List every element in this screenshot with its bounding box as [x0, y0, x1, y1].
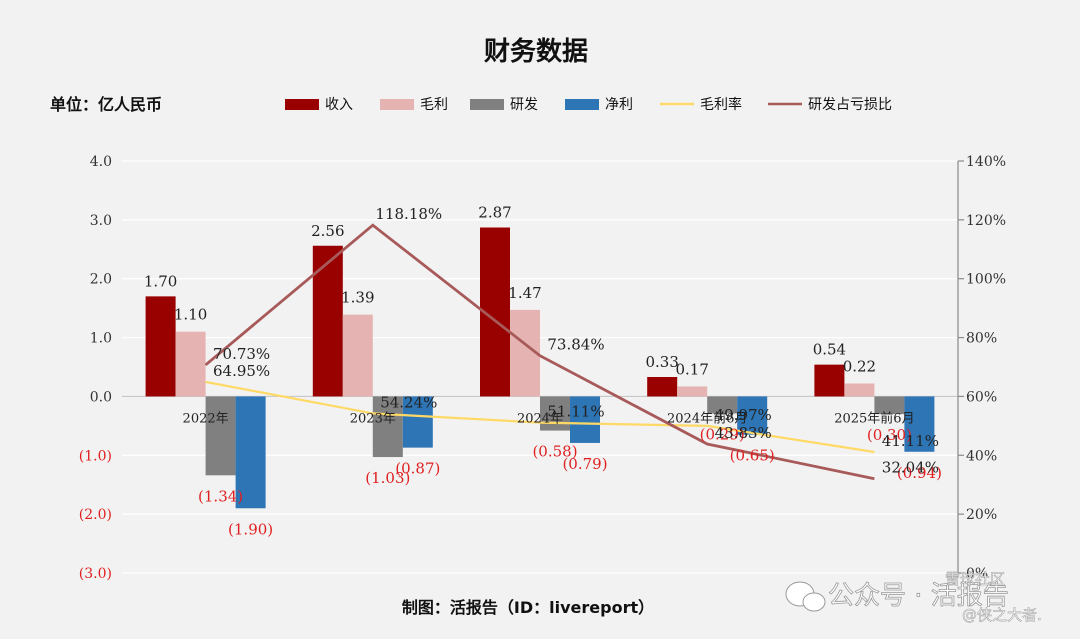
bar-label-gross-profit: 0.22	[843, 357, 876, 375]
y-tick-label: 4.0	[90, 154, 112, 170]
bar-net-profit	[235, 396, 266, 509]
legend-swatch	[470, 99, 504, 110]
x-tick-label: 2025年前6月	[834, 410, 914, 426]
line-label-gross-margin: 51.11%	[547, 403, 604, 421]
watermark: 公众号 · 活报告 雪球社区 @侠之大者.	[785, 570, 1042, 624]
watermark-account: 公众号 · 活报告	[828, 581, 1009, 611]
line-label-rnd-loss-ratio: 118.18%	[375, 205, 442, 223]
unit-label: 单位：亿人民币	[50, 95, 162, 114]
bar-gross-profit	[175, 331, 206, 397]
bar-rnd	[372, 396, 403, 458]
y2-tick-label: 0%	[966, 566, 988, 582]
bar-net-profit	[402, 396, 433, 448]
bar-label-net-profit: (0.87)	[395, 460, 440, 478]
legend-swatch	[380, 99, 414, 110]
y2-tick-label: 120%	[966, 213, 1006, 229]
legend-label: 毛利率	[700, 96, 742, 113]
legend-label: 收入	[325, 97, 353, 113]
bar-revenue	[647, 377, 678, 397]
bar-revenue	[145, 296, 176, 397]
chart-title: 财务数据	[484, 37, 588, 67]
bar-label-gross-profit: 0.17	[675, 360, 708, 378]
y-tick-label: (3.0)	[79, 566, 112, 582]
bar-label-net-profit: (0.94)	[897, 464, 942, 482]
bar-label-net-profit: (0.65)	[730, 447, 775, 465]
bar-label-rnd: (0.29)	[700, 425, 745, 443]
y2-tick-label: 40%	[966, 448, 997, 464]
bar-label-revenue: 0.54	[813, 341, 846, 359]
bar-label-gross-profit: 1.47	[508, 284, 541, 302]
watermark-author: @侠之大者.	[962, 606, 1042, 624]
chart-footer: 制图：活报告（ID：livereport）	[402, 598, 654, 617]
legend-swatch	[285, 99, 319, 110]
watermark-community: 雪球社区	[945, 570, 1005, 588]
x-tick-label: 2024年前6月	[667, 410, 747, 426]
bar-label-revenue: 1.70	[144, 272, 177, 290]
bar-revenue	[814, 364, 845, 397]
bar-net-profit	[904, 396, 935, 452]
bar-label-rnd: (0.58)	[532, 443, 577, 461]
bar-label-revenue: 0.33	[645, 353, 678, 371]
legend: 收入 毛利 研发 净利 毛利率 研发占亏损比	[285, 96, 892, 113]
line-label-gross-margin: 54.24%	[380, 393, 437, 411]
legend-label: 净利	[605, 97, 633, 113]
bar-label-gross-profit: 1.39	[341, 289, 374, 307]
x-tick-label: 2023年	[350, 411, 396, 426]
bar-rnd	[540, 396, 570, 431]
bar-gross-profit	[342, 314, 373, 397]
wechat-icon	[785, 581, 826, 612]
y-tick-label: 0.0	[90, 389, 112, 405]
legend-label: 研发占亏损比	[808, 97, 892, 113]
legend-label: 毛利	[420, 97, 448, 113]
y-tick-label: (1.0)	[79, 448, 112, 464]
bar-net-profit	[570, 396, 600, 443]
y-tick-label: (2.0)	[79, 507, 112, 523]
bar-label-rnd: (0.30)	[867, 426, 912, 444]
bar-rnd	[707, 396, 738, 414]
line-label-gross-margin: 41.11%	[882, 432, 939, 450]
line-label-gross-margin: 49.97%	[715, 406, 772, 424]
line-marks	[204, 223, 875, 481]
line-label-rnd-loss-ratio: 73.84%	[547, 336, 604, 354]
y-tick-label: 3.0	[90, 213, 112, 229]
line-label-rnd-loss-ratio: 43.83%	[715, 424, 772, 442]
bar-gross-profit	[844, 383, 875, 397]
y2-tick-label: 60%	[966, 389, 997, 405]
bar-rnd	[205, 396, 236, 476]
y-tick-label: 1.0	[90, 331, 112, 347]
line-label-rnd-loss-ratio: 70.73%	[213, 345, 270, 363]
y2-tick-label: 80%	[966, 331, 997, 347]
line-label-rnd-loss-ratio: 32.04%	[882, 459, 939, 477]
x-tick-label: 2022年	[183, 411, 229, 426]
bar-label-net-profit: (1.90)	[228, 520, 273, 538]
bar-label-rnd: (1.03)	[365, 469, 410, 487]
bar-rnd	[874, 396, 905, 415]
bar-net-profit	[737, 396, 768, 435]
y2-tick-label: 20%	[966, 507, 997, 523]
bar-label-revenue: 2.87	[478, 204, 511, 222]
line-gross-margin	[205, 380, 875, 454]
line-rnd-loss-ratio	[204, 223, 875, 481]
bar-revenue	[312, 245, 343, 397]
legend-swatch	[565, 99, 599, 110]
x-tick-label: 2024年	[517, 411, 563, 426]
bar-gross-profit	[677, 386, 708, 397]
bar-label-revenue: 2.56	[311, 222, 344, 240]
legend-label: 研发	[510, 97, 538, 113]
bar-label-gross-profit: 1.10	[174, 306, 207, 324]
y-tick-label: 2.0	[90, 272, 112, 288]
y2-tick-label: 140%	[966, 154, 1006, 170]
y2-tick-label: 100%	[966, 272, 1006, 288]
data-labels: 1.701.10(1.34)(1.90)2022年2.561.39(1.03)(…	[144, 204, 942, 539]
bar-label-net-profit: (0.79)	[562, 455, 607, 473]
bar-label-rnd: (1.34)	[198, 487, 243, 505]
line-label-gross-margin: 64.95%	[213, 362, 270, 380]
